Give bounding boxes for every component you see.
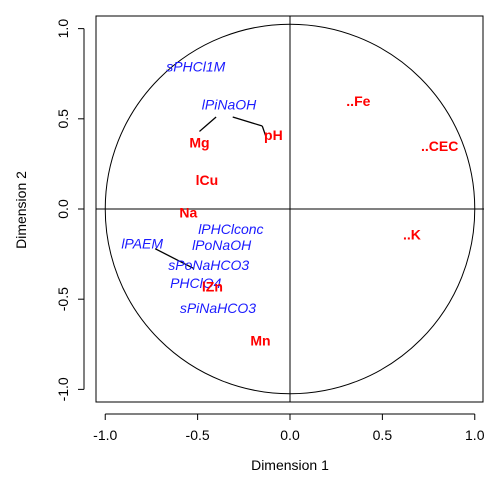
x-tick-label: 0.5 — [373, 427, 393, 443]
y-axis-label: Dimension 2 — [13, 171, 29, 249]
y-tick-label: 0.5 — [55, 109, 71, 129]
variable-labels: sPHCl1M lPiNaOH ..Fe Mg pH ..CEC lCu NalPHClcon… — [121, 59, 458, 349]
connector-line — [154, 248, 195, 270]
x-tick-label: -1.0 — [93, 427, 117, 443]
y-tick-label: 0.0 — [55, 199, 71, 219]
y-axis: -1.0 -0.5 0.0 0.5 1.0 — [55, 19, 85, 401]
variable-label: ..Fe — [346, 93, 370, 109]
variable-label: PHClO4 — [170, 275, 222, 291]
connector-line — [199, 116, 217, 132]
variable-label: lPoNaOH — [192, 237, 252, 253]
x-tick-label: 1.0 — [465, 427, 484, 443]
x-tick-label: -0.5 — [186, 427, 210, 443]
y-tick-label: -1.0 — [55, 377, 71, 401]
y-tick-label: -0.5 — [55, 287, 71, 311]
variable-label: sPoNaHCO3 — [168, 257, 249, 273]
connector-line — [261, 125, 267, 138]
variable-label: ..K — [403, 226, 421, 242]
x-axis-label: Dimension 1 — [251, 457, 329, 473]
variable-label: pH — [264, 127, 283, 143]
plot-frame — [95, 15, 484, 403]
connector-lines — [154, 116, 267, 270]
variable-label: lZn — [202, 279, 223, 295]
variable-label: Mn — [250, 333, 270, 349]
variable-label: lCu — [196, 172, 219, 188]
variable-label: lPHClconc — [198, 221, 263, 237]
connector-line — [232, 116, 263, 127]
variable-label: sPHCl1M — [166, 59, 225, 75]
variable-label: Na — [179, 205, 197, 221]
variable-label: sPiNaHCO3 — [180, 300, 256, 316]
x-tick-label: 0.0 — [280, 427, 300, 443]
variable-label: ..CEC — [421, 138, 458, 154]
x-axis: -1.0 -0.5 0.0 0.5 1.0 — [93, 413, 484, 443]
variable-label: Mg — [189, 134, 209, 150]
y-tick-label: 1.0 — [55, 19, 71, 39]
variable-label: lPAEM — [121, 235, 163, 251]
variable-label: lPiNaOH — [202, 96, 257, 112]
